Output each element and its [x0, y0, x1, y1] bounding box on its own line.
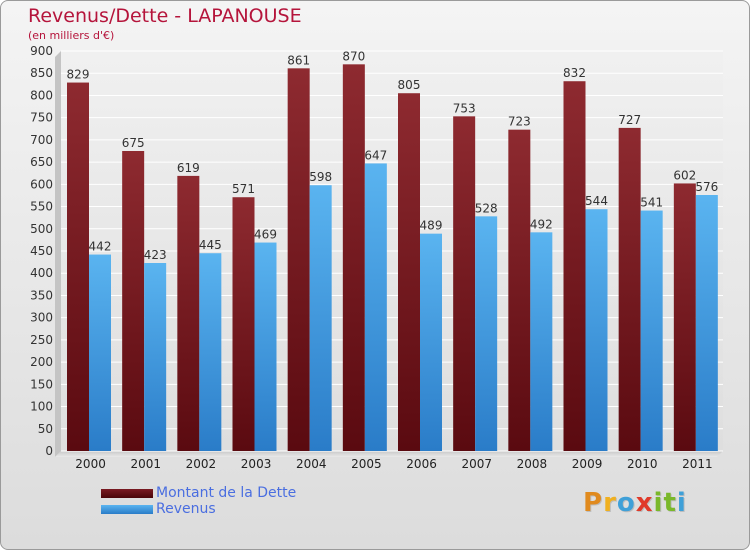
legend-label-debt: Montant de la Dette [156, 485, 297, 501]
data-label-revenus: 541 [640, 196, 663, 210]
y-tick-label: 600 [30, 177, 53, 191]
data-label-revenus: 576 [695, 180, 718, 194]
x-tick-label: 2002 [186, 457, 217, 471]
bar-debt [563, 81, 586, 451]
x-tick-label: 2007 [461, 457, 492, 471]
y-tick-label: 700 [30, 133, 53, 147]
logo-letter: r [603, 488, 617, 518]
chart-subtitle: (en milliers d'€) [28, 29, 115, 42]
x-tick-label: 2001 [130, 457, 161, 471]
y-tick-label: 200 [30, 355, 53, 369]
bar-debt [508, 129, 531, 451]
bar-debt [177, 175, 200, 451]
bar-debt [67, 82, 89, 452]
bar-revenus [89, 254, 111, 451]
data-label-debt: 805 [398, 78, 421, 92]
data-label-revenus: 598 [309, 170, 332, 184]
data-label-debt: 571 [232, 182, 255, 196]
proxiti-logo: Proxiti [583, 488, 687, 518]
bar-debt [122, 151, 145, 451]
x-tick-label: 2000 [75, 457, 106, 471]
y-tick-label: 650 [30, 155, 53, 169]
bar-debt [618, 127, 641, 451]
bar-revenus [585, 209, 608, 451]
data-label-debt: 861 [287, 53, 310, 67]
bar-debt [232, 197, 255, 451]
data-label-debt: 727 [618, 113, 641, 127]
data-label-debt: 675 [122, 136, 145, 150]
x-tick-label: 2010 [627, 457, 658, 471]
x-tick-label: 2004 [296, 457, 327, 471]
y-tick-label: 450 [30, 244, 53, 258]
bar-revenus [640, 210, 663, 451]
data-label-revenus: 469 [254, 228, 277, 242]
bar-debt [342, 64, 365, 452]
bar-revenus [420, 233, 442, 451]
logo-letter: P [583, 488, 604, 518]
y-tick-label: 900 [30, 44, 53, 58]
bar-debt [287, 68, 310, 451]
data-label-debt: 832 [563, 66, 586, 80]
y-tick-label: 850 [30, 66, 53, 80]
data-label-debt: 619 [177, 161, 200, 175]
bar-debt [453, 116, 476, 451]
logo-letter: o [616, 488, 636, 518]
bar-revenus [254, 242, 277, 451]
data-label-debt: 829 [67, 68, 90, 82]
data-label-debt: 753 [453, 101, 476, 115]
x-tick-label: 2006 [406, 457, 437, 471]
data-label-revenus: 528 [475, 201, 498, 215]
data-label-debt: 723 [508, 115, 531, 129]
bar-revenus [530, 232, 553, 451]
data-label-revenus: 442 [89, 240, 112, 254]
y-tick-label: 350 [30, 288, 53, 302]
x-tick-label: 2005 [351, 457, 382, 471]
logo-letter: x [635, 488, 654, 518]
plot-side-wall [55, 51, 61, 457]
logo-letter: i [676, 488, 687, 518]
y-tick-label: 300 [30, 311, 53, 325]
y-tick-label: 250 [30, 333, 53, 347]
y-tick-label: 500 [30, 222, 53, 236]
y-tick-label: 100 [30, 400, 53, 414]
bar-revenus [695, 195, 718, 451]
x-tick-label: 2009 [572, 457, 603, 471]
y-tick-label: 0 [45, 444, 53, 458]
data-label-revenus: 445 [199, 238, 222, 252]
chart-title: Revenus/Dette - LAPANOUSE [28, 5, 302, 27]
data-label-revenus: 544 [585, 194, 608, 208]
y-tick-label: 750 [30, 111, 53, 125]
bar-debt [398, 93, 420, 451]
bar-revenus [475, 216, 498, 451]
bar-revenus [364, 163, 387, 451]
data-label-debt: 602 [673, 168, 696, 182]
bar-revenus [199, 253, 222, 451]
data-label-revenus: 423 [144, 248, 167, 262]
y-tick-label: 550 [30, 200, 53, 214]
y-tick-label: 50 [38, 422, 53, 436]
bar-revenus [309, 185, 332, 451]
x-tick-label: 2008 [517, 457, 548, 471]
y-tick-label: 150 [30, 377, 53, 391]
legend-swatch-revenus [101, 505, 153, 514]
legend-label-revenus: Revenus [156, 501, 216, 517]
y-tick-label: 800 [30, 88, 53, 102]
y-tick-label: 400 [30, 266, 53, 280]
data-label-revenus: 492 [530, 217, 553, 231]
x-tick-label: 2003 [241, 457, 272, 471]
x-tick-label: 2011 [682, 457, 713, 471]
logo-letter: i [653, 488, 664, 518]
data-label-debt: 870 [342, 49, 365, 63]
bar-debt [673, 183, 696, 451]
plot-floor [55, 451, 723, 457]
data-label-revenus: 489 [420, 219, 443, 233]
data-label-revenus: 647 [364, 148, 387, 162]
bar-revenus [144, 263, 167, 451]
logo-letter: t [663, 488, 677, 518]
legend-swatch-debt [101, 489, 153, 498]
